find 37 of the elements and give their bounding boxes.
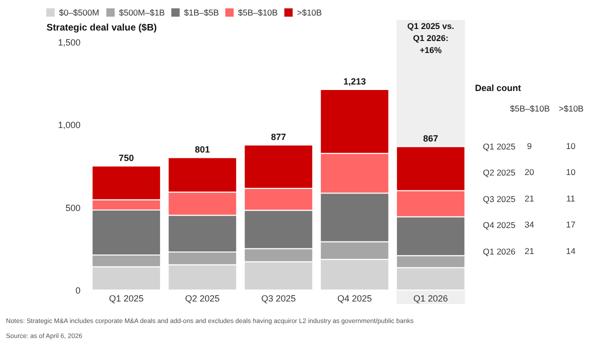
x-tick-label: Q3 2025 (261, 294, 296, 304)
data-label: 11 (566, 193, 576, 204)
total-label: 867 (423, 134, 438, 144)
y-tick-label: Q4 2025 (482, 220, 516, 230)
y-axis-title: Strategic deal value ($B) (46, 22, 157, 34)
y-tick-label: 0 (75, 286, 80, 296)
legend-label: >$10B (297, 8, 322, 18)
x-tick-label: Q1 2025 (109, 294, 144, 304)
y-tick-label: Q1 2026 (482, 246, 516, 256)
y-tick-label: Q2 2025 (482, 168, 516, 178)
data-label: 20 (524, 167, 534, 178)
data-label: 17 (566, 220, 576, 230)
total-label: 1,213 (343, 76, 366, 86)
legend-label: $0–$500M (59, 8, 100, 18)
legend-label: $500M–$1B (119, 8, 166, 18)
y-tick-label: Q3 2025 (482, 194, 516, 204)
data-label: 10 (566, 140, 576, 151)
data-label: 14 (566, 246, 576, 256)
x-tick-label: Q4 2025 (337, 294, 372, 304)
x-tick-label: Q2 2025 (185, 294, 220, 304)
y-tick-label: 1,500 (58, 38, 80, 48)
band-label: Q1 2025 vs. Q1 2026: +16% (407, 21, 454, 55)
chart-title: Deal count (475, 83, 522, 93)
legend-label: $5B–$10B (238, 8, 278, 18)
total-label: 750 (118, 153, 134, 163)
total-label: 801 (194, 144, 210, 155)
data-label: 34 (524, 220, 534, 230)
data-label: 9 (527, 140, 532, 151)
x-tick-label: Q1 2026 (413, 294, 448, 304)
data-label: 10 (566, 167, 576, 178)
data-label: 21 (524, 193, 534, 204)
legend-label: $1B–$5B (184, 8, 220, 18)
data-label: 21 (524, 246, 534, 256)
y-tick-label: 1,000 (58, 120, 80, 130)
y-tick-label: Q1 2025 (482, 141, 516, 152)
y-tick-label: 500 (65, 202, 80, 213)
total-label: 877 (270, 132, 286, 142)
